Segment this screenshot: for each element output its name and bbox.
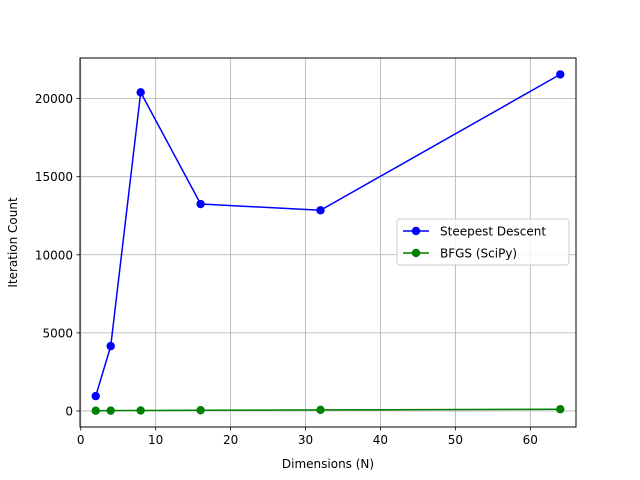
y-tick-label: 10000 [35,248,73,262]
y-tick-label: 15000 [35,170,73,184]
data-point-steepest-descent [136,88,145,97]
legend-marker-bfgs [411,248,421,258]
x-axis-label: Dimensions (N) [282,457,374,471]
legend: Steepest Descent BFGS (SciPy) [396,218,570,266]
data-point-bfgs-scipy [91,406,100,415]
x-tick-label: 30 [298,433,313,447]
x-tick-label: 10 [148,433,163,447]
y-axis-label: Iteration Count [6,197,20,288]
data-point-bfgs-scipy [106,406,115,415]
legend-label-steepest-descent: Steepest Descent [440,225,546,239]
y-tick-label: 20000 [35,92,73,106]
y-axis-ticks: 0 5000 10000 15000 20000 [35,92,80,418]
x-tick-label: 0 [77,433,85,447]
data-point-steepest-descent [316,206,325,215]
series-line-steepest-descent [95,73,561,397]
legend-marker-steepest-descent [411,226,421,236]
data-series [91,70,565,415]
x-tick-label: 50 [448,433,463,447]
data-point-bfgs-scipy [316,405,325,415]
data-point-bfgs-scipy [556,405,565,414]
legend-label-bfgs: BFGS (SciPy) [440,247,517,261]
legend-box [396,218,570,266]
data-point-steepest-descent [106,341,115,351]
data-point-bfgs-scipy [196,406,205,415]
data-point-steepest-descent [556,70,565,79]
y-tick-label: 0 [65,404,73,418]
x-axis-ticks: 0 10 20 30 40 50 60 [77,427,538,447]
x-tick-label: 40 [373,433,388,447]
data-point-steepest-descent [91,391,100,401]
data-point-bfgs-scipy [136,406,145,415]
data-point-steepest-descent [196,199,205,209]
plot-area-frame [79,57,577,428]
x-tick-label: 20 [223,433,238,447]
x-tick-label: 60 [523,433,538,447]
y-tick-label: 5000 [42,326,73,340]
